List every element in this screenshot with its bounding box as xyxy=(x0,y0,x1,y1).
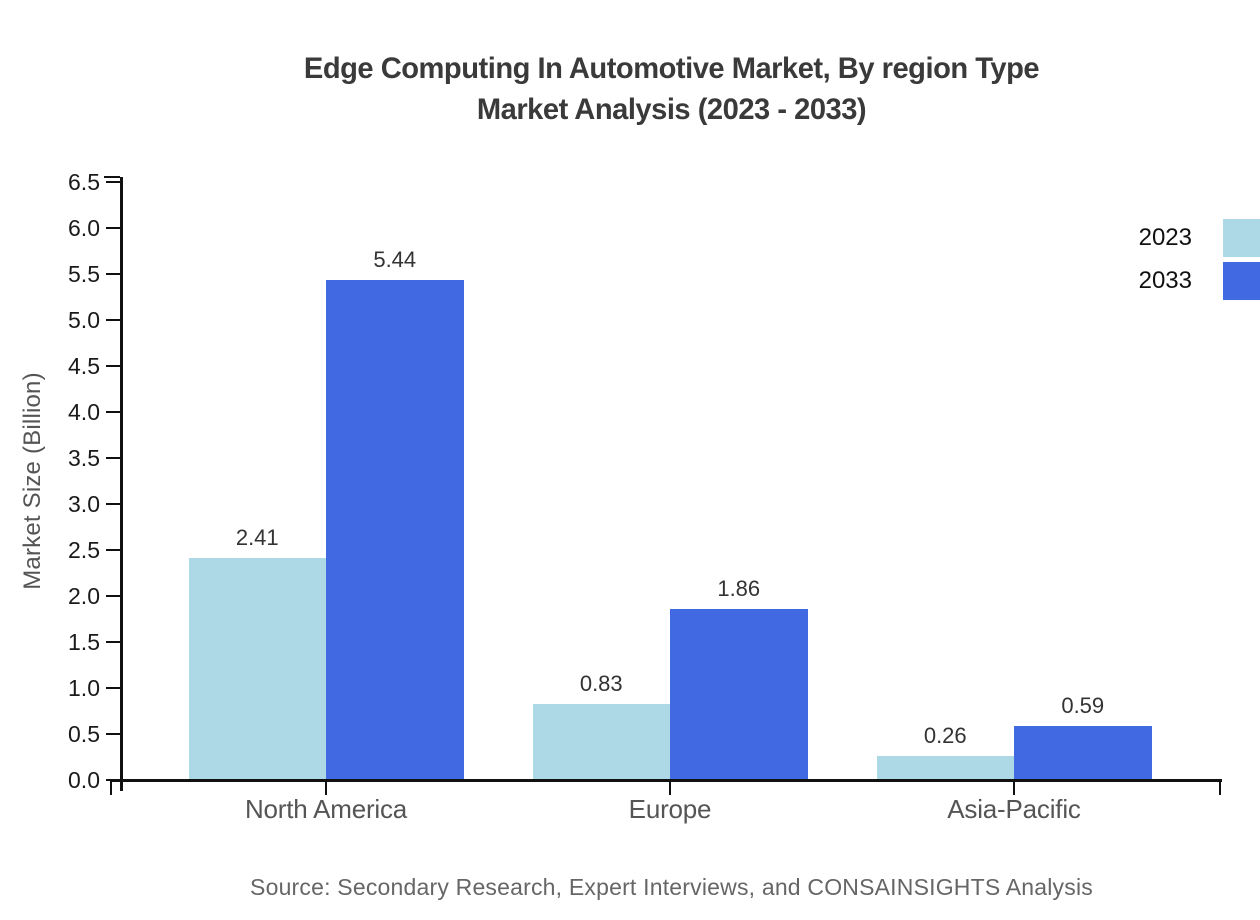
x-axis-end-cap-left xyxy=(109,781,113,795)
chart-title: Edge Computing In Automotive Market, By … xyxy=(121,48,1222,130)
legend-swatch-2033 xyxy=(1223,262,1260,300)
chart-title-line2: Market Analysis (2023 - 2033) xyxy=(476,93,867,126)
chart-title-line1: Edge Computing In Automotive Market, By … xyxy=(303,52,1040,85)
bar-2033-asia-pacific xyxy=(1014,725,1152,780)
source-note: Source: Secondary Research, Expert Inter… xyxy=(250,874,1093,900)
x-tick-north-america xyxy=(324,781,328,795)
y-tick-1.5 xyxy=(106,640,120,644)
bar-2023-north-america xyxy=(188,558,326,780)
y-tick-label-2.0: 2.0 xyxy=(68,583,100,609)
bar-2033-north-america xyxy=(326,279,464,780)
x-category-label-europe: Europe xyxy=(628,794,712,824)
y-tick-2.0 xyxy=(106,594,120,598)
y-tick-label-6.0: 6.0 xyxy=(68,215,100,241)
y-tick-label-0.0: 0.0 xyxy=(68,767,100,793)
y-tick-label-2.5: 2.5 xyxy=(68,537,100,563)
y-tick-6.5 xyxy=(106,180,120,184)
y-tick-5.0 xyxy=(106,318,120,322)
bar-2023-europe xyxy=(532,703,670,780)
y-axis-end-cap xyxy=(104,175,120,178)
y-tick-6.0 xyxy=(106,226,120,230)
legend-swatch-2023 xyxy=(1223,219,1260,257)
y-tick-label-3.5: 3.5 xyxy=(68,445,100,471)
value-label-2033-europe: 1.86 xyxy=(717,575,761,601)
bar-2023-asia-pacific xyxy=(876,756,1014,780)
y-tick-label-4.0: 4.0 xyxy=(68,399,100,425)
y-tick-2.5 xyxy=(106,548,120,552)
y-tick-0.5 xyxy=(106,732,120,736)
y-tick-1.0 xyxy=(106,686,120,690)
value-label-2023-asia-pacific: 0.26 xyxy=(923,723,967,749)
value-label-2033-north-america: 5.44 xyxy=(373,246,417,272)
y-tick-4.5 xyxy=(106,364,120,368)
legend-label-2023: 2023 xyxy=(1138,224,1192,251)
value-label-2033-asia-pacific: 0.59 xyxy=(1061,692,1105,718)
y-tick-label-1.5: 1.5 xyxy=(68,629,100,655)
y-tick-label-5.5: 5.5 xyxy=(68,261,100,287)
y-tick-label-0.5: 0.5 xyxy=(68,721,100,747)
x-axis-line xyxy=(110,778,1222,782)
y-tick-3.5 xyxy=(106,456,120,460)
y-tick-4.0 xyxy=(106,410,120,414)
x-axis-end-cap-right xyxy=(1218,781,1222,795)
y-tick-3.0 xyxy=(106,502,120,506)
y-tick-label-4.5: 4.5 xyxy=(68,353,100,379)
x-category-label-north-america: North America xyxy=(244,794,408,824)
bar-2033-europe xyxy=(670,608,808,780)
x-category-label-asia-pacific: Asia-Pacific xyxy=(947,794,1081,824)
legend-label-2033: 2033 xyxy=(1138,267,1192,294)
y-axis-line xyxy=(119,177,123,791)
y-tick-label-5.0: 5.0 xyxy=(68,307,100,333)
y-tick-5.5 xyxy=(106,272,120,276)
value-label-2023-north-america: 2.41 xyxy=(235,525,279,551)
y-tick-label-3.0: 3.0 xyxy=(68,491,100,517)
y-tick-label-6.5: 6.5 xyxy=(68,169,100,195)
x-tick-asia-pacific xyxy=(1012,781,1016,795)
x-tick-europe xyxy=(668,781,672,795)
y-tick-label-1.0: 1.0 xyxy=(68,675,100,701)
value-label-2023-europe: 0.83 xyxy=(579,670,623,696)
